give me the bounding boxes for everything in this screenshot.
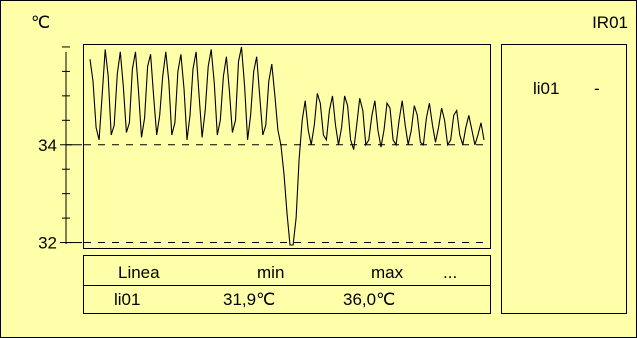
table-header-max: max — [371, 263, 404, 282]
stats-table-divider — [83, 285, 491, 286]
table-header-min: min — [257, 263, 285, 282]
plot-area — [83, 44, 491, 249]
legend-box — [501, 44, 627, 314]
series-line-li01 — [89, 46, 485, 246]
legend-item-value: - — [594, 79, 600, 98]
table-cell-min: 31,9℃ — [223, 290, 276, 309]
table-cell-max: 36,0℃ — [343, 290, 396, 309]
panel-title: IR01 — [592, 13, 628, 32]
table-header-more[interactable]: ... — [443, 263, 458, 282]
legend-item-name: li01 — [533, 79, 560, 98]
table-cell-line: li01 — [114, 290, 141, 309]
y-tick-label-34: 34 — [38, 136, 57, 155]
unit-label: ℃ — [31, 13, 51, 32]
table-header-linea: Linea — [118, 263, 160, 282]
y-tick-label-32: 32 — [38, 234, 57, 253]
stats-table — [83, 255, 491, 314]
